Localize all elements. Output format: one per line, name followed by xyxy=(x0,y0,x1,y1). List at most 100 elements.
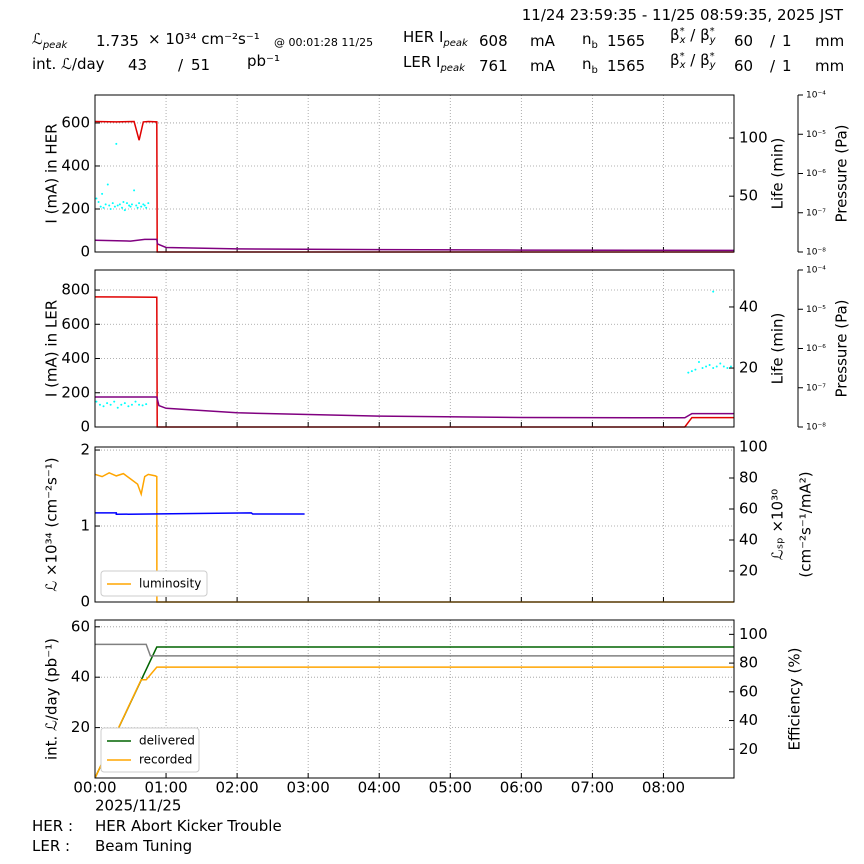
point xyxy=(104,203,107,206)
y2-tick-label: 100 xyxy=(739,625,768,643)
y3-tick-label: 10⁻⁶ xyxy=(806,169,826,179)
ring-current: 761 xyxy=(479,57,508,75)
y2-label: Efficiency (%) xyxy=(786,648,804,751)
ring-label: LER Ipeak xyxy=(403,53,465,78)
point xyxy=(125,202,128,205)
beta-unit: mm xyxy=(815,32,845,50)
point xyxy=(115,142,118,145)
point xyxy=(690,370,693,373)
point xyxy=(121,206,124,209)
y3-tick-label: 10⁻⁸ xyxy=(806,248,826,258)
x-tick-label: 05:00 xyxy=(429,779,472,797)
point xyxy=(116,406,119,409)
legend-label: recorded xyxy=(139,753,192,767)
y2-tick-label: 40 xyxy=(739,711,758,729)
series-line xyxy=(95,396,734,419)
y3-tick-label: 10⁻⁷ xyxy=(806,383,826,393)
sep: / xyxy=(685,51,701,69)
y2-label: Life (min) xyxy=(769,138,787,210)
legend-label: delivered xyxy=(139,734,195,748)
footer-text: HER Abort Kicker Trouble xyxy=(95,817,282,835)
sub: x xyxy=(679,34,686,46)
sub: peak xyxy=(440,63,465,74)
lpeak-label: ℒpeak xyxy=(32,30,67,55)
point xyxy=(722,365,725,368)
footer-label: LER : xyxy=(32,837,71,855)
supsub: * y xyxy=(709,50,716,71)
y2-tick-label: 50 xyxy=(739,187,758,205)
footer-text: Beam Tuning xyxy=(95,837,193,855)
point xyxy=(109,403,112,406)
point xyxy=(705,365,708,368)
int-unit: pb⁻¹ xyxy=(247,52,280,70)
text: n xyxy=(582,30,592,48)
y2-tick-label: 100 xyxy=(739,438,768,456)
sub: y xyxy=(709,59,716,71)
sup: * xyxy=(709,25,715,37)
y2-tick-label: 20 xyxy=(739,359,758,377)
point xyxy=(95,400,98,403)
y2-tick-label: 40 xyxy=(739,297,758,315)
point xyxy=(687,371,690,374)
series-line xyxy=(95,120,734,253)
y3-label: Pressure (Pa) xyxy=(833,299,851,397)
int-label: int. ℒ/day xyxy=(32,55,105,73)
legend-label: luminosity xyxy=(139,577,201,591)
point xyxy=(111,202,114,205)
beta-sep: / xyxy=(770,57,776,75)
beta-x: 60 xyxy=(734,57,754,75)
point xyxy=(147,202,150,205)
point xyxy=(99,205,102,208)
y3-tick-label: 10⁻⁴ xyxy=(806,266,826,276)
footer-label: HER : xyxy=(32,817,74,835)
text: n xyxy=(582,55,592,73)
point xyxy=(123,402,126,405)
sup: * xyxy=(709,50,715,62)
sep: / xyxy=(685,26,701,44)
plot-frame xyxy=(94,619,735,779)
sub: b xyxy=(591,40,598,51)
point xyxy=(118,203,121,206)
point xyxy=(726,367,729,370)
sup: * xyxy=(679,50,685,62)
point xyxy=(712,367,715,370)
point xyxy=(708,363,711,366)
beta-y: 1 xyxy=(782,32,792,50)
nb-label: nb xyxy=(582,55,598,80)
series-line xyxy=(95,238,734,252)
b: β xyxy=(670,51,680,69)
y-tick-label: 200 xyxy=(61,199,90,217)
sub: peak xyxy=(443,38,468,49)
y3-tick-label: 10⁻⁵ xyxy=(806,305,826,315)
b: β xyxy=(700,26,710,44)
y-label: I (mA) in LER xyxy=(43,300,61,397)
point xyxy=(715,365,718,368)
sub: y xyxy=(709,34,716,46)
point xyxy=(122,200,125,203)
series-line xyxy=(95,666,734,779)
point xyxy=(142,203,145,206)
supsub: * x xyxy=(679,50,686,70)
x-tick-label: 00:00 xyxy=(73,779,116,797)
y-tick-label: 0 xyxy=(80,418,90,436)
y-tick-label: 400 xyxy=(61,156,90,174)
nb-value: 1565 xyxy=(607,32,646,50)
x-tick-label: 04:00 xyxy=(358,779,401,797)
point xyxy=(127,405,130,408)
ring-current: 608 xyxy=(479,32,508,50)
y-tick-label: 1 xyxy=(80,517,90,535)
point xyxy=(98,403,101,406)
y-tick-label: 0 xyxy=(80,243,90,261)
point xyxy=(719,362,722,365)
y-tick-label: 60 xyxy=(71,617,90,635)
y-tick-label: 800 xyxy=(61,281,90,299)
x-tick-label: 07:00 xyxy=(571,779,614,797)
y3-tick-label: 10⁻⁵ xyxy=(806,130,826,140)
y-tick-label: 600 xyxy=(61,315,90,333)
y-label: I (mA) in HER xyxy=(43,123,61,223)
legend-box xyxy=(100,727,200,773)
y3-label: Pressure (Pa) xyxy=(833,124,851,222)
beta-sep: / xyxy=(770,32,776,50)
beta-label: β* x / β* y xyxy=(670,51,716,70)
